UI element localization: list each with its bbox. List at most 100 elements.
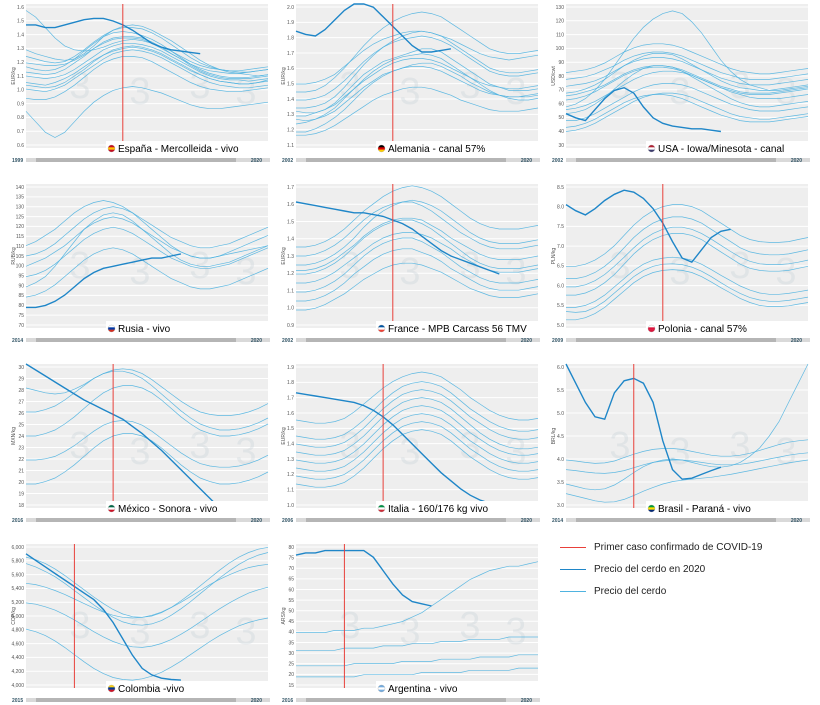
chart-panel: 6.0 5.5 5.0 4.5 4.0 3.5 3.0 BRL/kg 3 3 3 3 Brasil - … [550, 360, 812, 525]
y-tick-label: 1.1 [287, 487, 294, 493]
y-tick-label: 1.5 [17, 19, 24, 25]
chart-title: Rusia - vivo [118, 324, 171, 335]
y-tick-label: 85 [18, 293, 24, 299]
y-tick-label: 7.5 [557, 224, 564, 230]
y-tick-label: 1.3 [287, 112, 294, 118]
x-start-year: 1999 [12, 158, 23, 164]
series-2020 [26, 17, 201, 55]
x-end-year: 2020 [791, 338, 802, 344]
flag-stripe [378, 149, 385, 152]
series-historic [25, 216, 269, 267]
x-start-year: 2015 [12, 698, 23, 704]
chart-title: France - MPB Carcass 56 TMV [388, 324, 527, 335]
watermark-mark: 3 [775, 431, 796, 473]
y-tick-label: 25 [18, 422, 24, 428]
x-start-year: 2002 [552, 158, 563, 164]
series-historic [566, 204, 809, 267]
y-tick-label: 1.2 [287, 472, 294, 478]
range-scrollbar [36, 338, 236, 342]
y-tick-label: 35 [288, 640, 294, 646]
flag-icon [378, 505, 385, 512]
series-historic [296, 199, 539, 266]
series-historic [26, 385, 269, 437]
flag-stripe [648, 507, 655, 510]
y-tick-label: 1.1 [287, 288, 294, 294]
range-scrollbar [576, 518, 776, 522]
flag-stripe [378, 689, 385, 692]
y-tick-label: 135 [16, 195, 25, 201]
watermark-mark: 3 [669, 251, 690, 293]
y-tick-label: 45 [288, 619, 294, 625]
flag-stripe [378, 327, 385, 330]
flag-stripe [378, 687, 385, 690]
series-historic [565, 53, 809, 94]
y-tick-label: 27 [18, 399, 24, 405]
y-tick-label: 50 [288, 608, 294, 614]
y-tick-label: 70 [558, 88, 564, 94]
watermark-mark: 3 [339, 425, 360, 467]
title-box [646, 501, 810, 515]
series-historic [25, 56, 269, 100]
flag-stripe [648, 505, 655, 508]
y-tick-label: 21 [18, 468, 24, 474]
y-tick-label: 3.0 [557, 503, 564, 509]
series-historic [25, 31, 269, 78]
y-tick-label: 0.6 [17, 143, 24, 149]
x-end-year: 2020 [521, 698, 532, 704]
series-historic [25, 24, 269, 77]
chart-title: México - Sonora - vivo [118, 504, 218, 515]
flag-stripe [108, 147, 115, 150]
watermark-mark: 3 [459, 65, 480, 107]
chart-svg: 6,000 5,800 5,600 5,400 5,200 5,000 4,800 4,600… [11, 544, 270, 704]
flag-icon [378, 145, 385, 152]
y-tick-label: 0.8 [17, 115, 24, 121]
y-tick-label: 115 [16, 234, 24, 240]
title-box [646, 321, 810, 335]
flag-border [377, 144, 386, 153]
watermark-mark: 3 [235, 611, 256, 653]
chart-title: Italia - 160/176 kg vivo [388, 504, 488, 515]
flag-stripe [108, 145, 115, 148]
watermark-mark: 3 [189, 605, 210, 647]
series-historic [25, 368, 269, 416]
y-tick-label: 29 [18, 376, 24, 382]
y-tick-label: 1.2 [287, 271, 294, 277]
title-box [376, 501, 540, 515]
x-start-year: 2006 [282, 518, 293, 524]
series-historic [566, 226, 809, 288]
chart-panel: 1.6 1.5 1.4 1.3 1.2 1.1 1.0 0.9 0.8 0.7 0.6 EUR/kg 3… [10, 0, 272, 165]
y-tick-label: 60 [558, 101, 564, 107]
flag-stripe [378, 325, 385, 328]
title-box [106, 681, 270, 695]
series-historic [296, 201, 539, 257]
y-tick-label: 1.5 [287, 219, 294, 225]
y-tick-label: 5.0 [557, 411, 564, 417]
range-scrollbar [306, 338, 506, 342]
watermark-mark: 3 [129, 251, 150, 293]
y-tick-label: 20 [288, 672, 294, 678]
y-tick-label: 90 [18, 283, 24, 289]
y-tick-label: 0.9 [17, 101, 24, 107]
flag-stripe [108, 509, 115, 512]
watermark-mark: 3 [459, 425, 480, 467]
y-tick-label: 7.0 [557, 244, 564, 250]
series-historic [25, 42, 269, 82]
y-tick-label: 6.5 [557, 264, 564, 270]
series-historic [566, 269, 809, 321]
series-2020 [565, 189, 731, 264]
flag-icon [378, 325, 385, 332]
legend-item-covid: Primer caso confirmado de COVID-19 [560, 540, 800, 556]
legend-swatch-covid [560, 547, 586, 548]
series-historic [296, 11, 539, 93]
y-tick-label: 2.0 [287, 5, 294, 11]
series-historic [296, 30, 539, 85]
y-tick-label: 1.4 [287, 441, 294, 447]
flag-stripe [378, 329, 385, 332]
y-tick-label: 1.8 [287, 380, 294, 386]
chart-panel: 130 120 110 100 90 80 70 60 50 40 30 USD/cwt 3 3 3 3 USA… [550, 0, 812, 165]
y-tick-label: 25 [288, 662, 294, 668]
y-tick-label: 1.5 [287, 81, 294, 87]
